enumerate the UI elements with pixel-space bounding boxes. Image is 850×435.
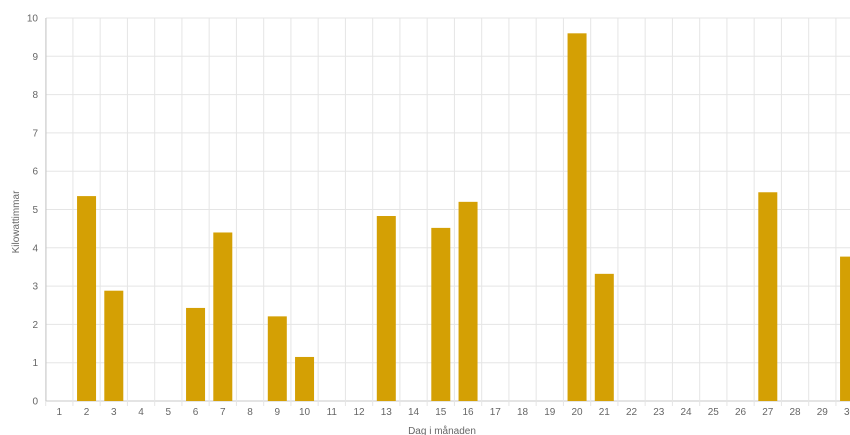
x-tick-label: 30 xyxy=(844,407,850,418)
y-tick-label: 10 xyxy=(27,14,39,25)
y-tick-label: 5 xyxy=(32,205,38,216)
bar-day-10 xyxy=(295,356,315,401)
y-tick-label: 0 xyxy=(32,397,38,408)
y-tick-label: 3 xyxy=(32,282,38,293)
x-tick-label: 15 xyxy=(435,407,447,418)
x-tick-label: 1 xyxy=(57,407,63,418)
x-tick-label: 18 xyxy=(517,407,529,418)
x-tick-label: 11 xyxy=(327,407,338,418)
x-tick-label: 22 xyxy=(626,407,638,418)
y-tick-label: 7 xyxy=(32,128,38,139)
y-tick-label: 1 xyxy=(32,358,38,369)
bar-day-6 xyxy=(186,307,206,401)
x-tick-label: 27 xyxy=(762,407,774,418)
x-tick-label: 2 xyxy=(84,407,90,418)
x-tick-label: 6 xyxy=(193,407,199,418)
bar-day-15 xyxy=(431,227,451,401)
bar-day-9 xyxy=(267,316,287,401)
x-tick-label: 4 xyxy=(138,407,144,418)
x-tick-label: 29 xyxy=(817,407,829,418)
x-axis-title: Dag i månaden xyxy=(408,425,476,435)
x-tick-label: 13 xyxy=(381,407,393,418)
x-tick-label: 25 xyxy=(708,407,720,418)
bar-day-7 xyxy=(213,232,233,401)
bar-day-13 xyxy=(376,216,396,401)
x-tick-label: 10 xyxy=(299,407,311,418)
grid-lines xyxy=(45,17,850,406)
x-tick-label: 8 xyxy=(247,407,253,418)
x-tick-label: 7 xyxy=(220,407,226,418)
bar-day-2 xyxy=(77,196,97,401)
x-tick-label: 5 xyxy=(166,407,172,418)
x-tick-label: 23 xyxy=(653,407,665,418)
y-tick-label: 4 xyxy=(32,243,38,254)
y-tick-label: 9 xyxy=(32,52,38,63)
bar-day-16 xyxy=(458,201,478,401)
x-tick-label: 12 xyxy=(353,407,365,418)
x-tick-label: 24 xyxy=(680,407,692,418)
bar-day-21 xyxy=(594,273,614,401)
bar-day-27 xyxy=(758,192,778,401)
y-tick-label: 2 xyxy=(32,320,38,331)
x-tick-label: 19 xyxy=(544,407,556,418)
x-tick-label: 16 xyxy=(462,407,474,418)
bar-day-3 xyxy=(104,290,124,401)
x-tick-label: 9 xyxy=(275,407,281,418)
y-axis-title: Kilowattimmar xyxy=(11,190,22,253)
bar-day-20 xyxy=(567,33,587,401)
x-tick-label: 20 xyxy=(571,407,583,418)
x-axis-ticks: 1 2 3 4 5 6 7 8 9 10 11 12 13 14 15 16 17 18 19 20 21 22 23 24 2… xyxy=(57,407,850,418)
y-tick-label: 8 xyxy=(32,90,38,101)
y-tick-label: 6 xyxy=(32,167,38,178)
x-tick-label: 26 xyxy=(735,407,747,418)
x-tick-label: 3 xyxy=(111,407,117,418)
bar-day-30 xyxy=(840,256,850,401)
x-tick-label: 17 xyxy=(490,407,502,418)
y-axis-ticks: 0 1 2 3 4 5 6 7 8 9 10 xyxy=(27,14,39,408)
x-tick-label: 21 xyxy=(599,407,611,418)
x-tick-label: 14 xyxy=(408,407,420,418)
bars xyxy=(77,33,850,401)
x-tick-label: 28 xyxy=(789,407,801,418)
